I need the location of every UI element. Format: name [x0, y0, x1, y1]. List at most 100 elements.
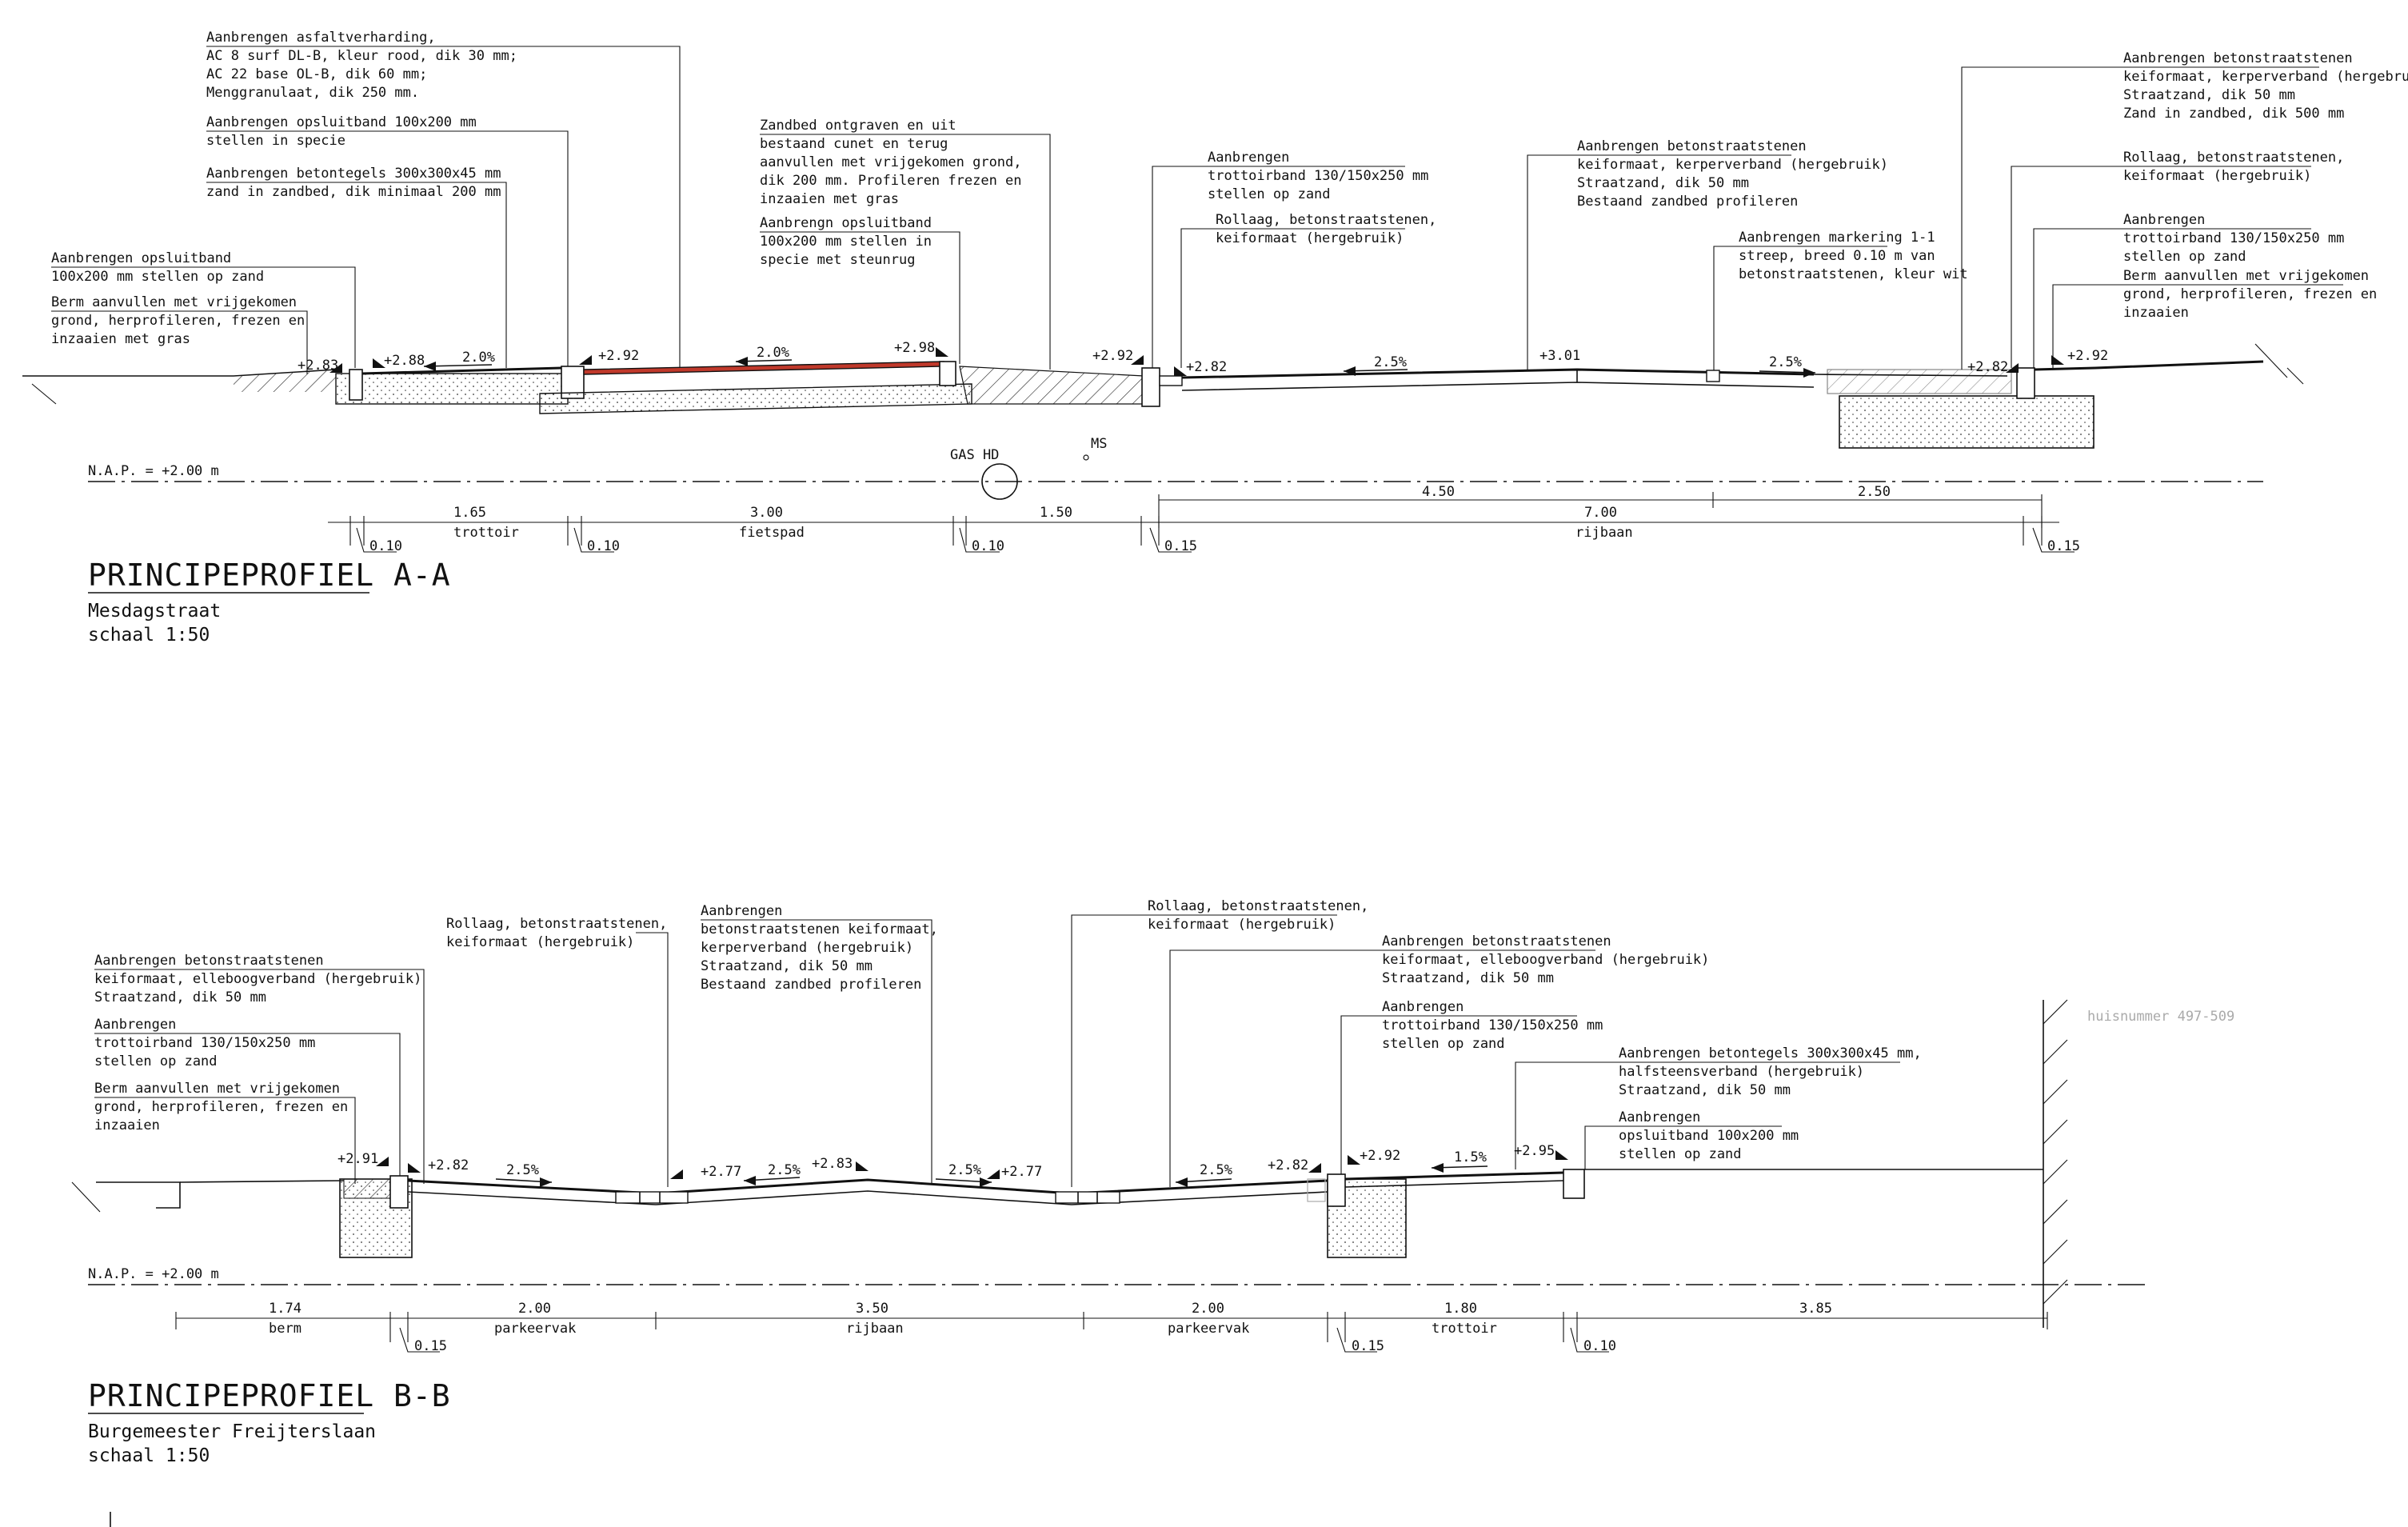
svg-text:trottoirband 130/150x250 mm: trottoirband 130/150x250 mm	[94, 1035, 315, 1051]
svg-text:Aanbrengen betontegels 300x300: Aanbrengen betontegels 300x300x45 mm	[206, 166, 501, 182]
svg-text:stellen op zand: stellen op zand	[1382, 1036, 1505, 1052]
svg-text:parkeervak: parkeervak	[1168, 1321, 1249, 1337]
cross-section-a	[22, 343, 2304, 449]
svg-text:3.85: 3.85	[1799, 1301, 1832, 1317]
svg-text:bestaand cunet en terug: bestaand cunet en terug	[760, 136, 948, 152]
svg-text:Berm aanvullen met vrijgekomen: Berm aanvullen met vrijgekomen	[2123, 268, 2369, 284]
svg-text:Aanbrengen betonstraatstenen: Aanbrengen betonstraatstenen	[2123, 50, 2353, 66]
annotation-trottoir1: Aanbrengen trottoirband 130/150x250 mm s…	[1152, 150, 1428, 368]
svg-text:+2.92: +2.92	[1360, 1148, 1400, 1164]
svg-text:2.5%: 2.5%	[1374, 354, 1407, 370]
svg-text:+2.77: +2.77	[701, 1164, 741, 1180]
profile-a: Aanbrengen asfaltverharding, AC 8 surf D…	[22, 30, 2408, 646]
svg-text:opsluitband 100x200 mm: opsluitband 100x200 mm	[1619, 1128, 1799, 1144]
svg-text:keiformaat, kerperverband (her: keiformaat, kerperverband (hergebruik)	[2123, 69, 2408, 85]
svg-text:+2.98: +2.98	[894, 340, 935, 356]
svg-text:halfsteensverband (hergebruik): halfsteensverband (hergebruik)	[1619, 1064, 1864, 1080]
annotation-b-trottoir1: Aanbrengen trottoirband 130/150x250 mm s…	[94, 1017, 401, 1180]
svg-text:trottoirband 130/150x250 mm: trottoirband 130/150x250 mm	[1208, 168, 1428, 184]
svg-text:trottoirband 130/150x250 mm: trottoirband 130/150x250 mm	[1382, 1017, 1603, 1033]
svg-text:keiformaat, elleboogverband (h: keiformaat, elleboogverband (hergebruik)	[94, 971, 421, 987]
svg-text:0.10: 0.10	[369, 538, 402, 554]
annotation-rollaag2: Rollaag, betonstraatstenen, keiformaat (…	[2011, 150, 2344, 368]
svg-text:Straatzand, dik 50 mm: Straatzand, dik 50 mm	[2123, 87, 2295, 103]
svg-text:Aanbrengen markering 1-1: Aanbrengen markering 1-1	[1739, 230, 1935, 246]
svg-text:Rollaag, betonstraatstenen,: Rollaag, betonstraatstenen,	[1148, 898, 1368, 914]
annotation-berm2: Berm aanvullen met vrijgekomen grond, he…	[2052, 268, 2377, 370]
svg-text:100x200 mm stellen op zand: 100x200 mm stellen op zand	[51, 269, 264, 285]
svg-text:keiformaat, elleboogverband (h: keiformaat, elleboogverband (hergebruik)	[1382, 952, 1709, 968]
svg-text:Straatzand, dik 50 mm: Straatzand, dik 50 mm	[1382, 970, 1554, 986]
title-block-a: PRINCIPEPROFIEL A-A Mesdagstraat schaal …	[88, 558, 451, 646]
svg-text:MS: MS	[1091, 436, 1107, 452]
annotation-trottoir2: Aanbrengen trottoirband 130/150x250 mm s…	[2033, 212, 2344, 368]
cross-section-b: huisnummer 497-509	[71, 999, 2234, 1328]
svg-text:Mesdagstraat: Mesdagstraat	[88, 601, 221, 622]
annotation-opsluit3: Aanbrengn opsluitband 100x200 mm stellen…	[760, 215, 960, 364]
svg-text:Aanbrengen: Aanbrengen	[2123, 212, 2205, 228]
svg-text:Aanbrengen: Aanbrengen	[701, 903, 782, 919]
svg-text:stellen op zand: stellen op zand	[2123, 249, 2246, 265]
annotation-b-kerper: Aanbrengen betonstraatstenen keiformaat,…	[701, 903, 938, 1184]
svg-text:7.00: 7.00	[1584, 505, 1617, 521]
svg-text:Bestaand zandbed profileren: Bestaand zandbed profileren	[1577, 194, 1798, 210]
dimensions-b: 1.74 berm 2.00 parkeervak 3.50 rijbaan 2…	[175, 1301, 2048, 1354]
annotation-b-tegels: Aanbrengen betontegels 300x300x45 mm, ha…	[1515, 1045, 1922, 1169]
svg-text:specie met steunrug: specie met steunrug	[760, 252, 915, 268]
svg-text:Zandbed ontgraven en uit: Zandbed ontgraven en uit	[760, 118, 956, 134]
svg-text:2.5%: 2.5%	[948, 1162, 981, 1178]
svg-text:2.5%: 2.5%	[768, 1162, 801, 1178]
annotation-b-trottoir2: Aanbrengen trottoirband 130/150x250 mm s…	[1340, 999, 1603, 1181]
svg-text:keiformaat (hergebruik): keiformaat (hergebruik)	[2123, 168, 2311, 184]
svg-text:2.0%: 2.0%	[757, 345, 789, 361]
levels-b: +2.91 +2.82 +2.77 +2.83 +2.77 +2.82 +2.9…	[337, 1143, 1568, 1180]
svg-text:inzaaien met gras: inzaaien met gras	[51, 331, 190, 347]
svg-text:betonstraatstenen, kleur wit: betonstraatstenen, kleur wit	[1739, 266, 1968, 282]
svg-text:100x200 mm stellen in: 100x200 mm stellen in	[760, 234, 932, 250]
annotation-berm: Berm aanvullen met vrijgekomen grond, he…	[51, 294, 308, 374]
svg-text:schaal 1:50: schaal 1:50	[88, 1445, 210, 1466]
svg-text:GAS HD: GAS HD	[950, 447, 999, 463]
annotation-rollaag1: Rollaag, betonstraatstenen, keiformaat (…	[1180, 212, 1436, 368]
svg-text:Aanbrengen betonstraatstenen: Aanbrengen betonstraatstenen	[1382, 933, 1611, 949]
levels-a: +2.83 +2.88 +2.92 +2.98 +2.92 +2.82 +3.0…	[298, 340, 2108, 376]
annotation-b-betonstraat2: Aanbrengen betonstraatstenen keiformaat,…	[1169, 933, 1709, 1187]
annotation-b-betonstraat1: Aanbrengen betonstraatstenen keiformaat,…	[94, 953, 425, 1184]
svg-text:Aanbrengen: Aanbrengen	[1382, 999, 1464, 1015]
svg-text:0.15: 0.15	[1352, 1338, 1384, 1354]
svg-text:2.50: 2.50	[1858, 484, 1891, 500]
svg-text:stellen op zand: stellen op zand	[1208, 186, 1331, 202]
annotation-b-rollaag1: Rollaag, betonstraatstenen, keiformaat (…	[446, 916, 669, 1187]
ms-cable-icon	[1083, 454, 1089, 461]
annotation-opsluit2: Aanbrengen opsluitband 100x200 mm stelle…	[51, 250, 356, 368]
svg-text:0.15: 0.15	[2047, 538, 2080, 554]
svg-text:Straatzand, dik 50 mm: Straatzand, dik 50 mm	[1577, 175, 1749, 191]
svg-text:fietspad: fietspad	[739, 525, 805, 541]
svg-text:trottoirband 130/150x250 mm: trottoirband 130/150x250 mm	[2123, 230, 2344, 246]
page-title: PRINCIPEPROFIEL B-B	[88, 1378, 451, 1413]
title-block-b: PRINCIPEPROFIEL B-B Burgemeester Freijte…	[88, 1378, 451, 1466]
svg-text:Aanbrengen betonstraatstenen: Aanbrengen betonstraatstenen	[94, 953, 324, 969]
svg-text:Rollaag, betonstraatstenen,: Rollaag, betonstraatstenen,	[446, 916, 667, 932]
svg-text:2.5%: 2.5%	[506, 1162, 539, 1178]
svg-text:2.5%: 2.5%	[1200, 1162, 1232, 1178]
annotation-opsluit1: Aanbrengen opsluitband 100x200 mm stelle…	[206, 114, 569, 368]
annotation-b-opsluit: Aanbrengen opsluitband 100x200 mm stelle…	[1584, 1109, 1799, 1169]
svg-text:Rollaag, betonstraatstenen,: Rollaag, betonstraatstenen,	[2123, 150, 2344, 166]
svg-text:Aanbrengn opsluitband: Aanbrengn opsluitband	[760, 215, 932, 231]
svg-text:1.80: 1.80	[1444, 1301, 1477, 1317]
svg-text:streep, breed 0.10 m van: streep, breed 0.10 m van	[1739, 248, 1935, 264]
svg-text:Berm aanvullen met vrijgekomen: Berm aanvullen met vrijgekomen	[94, 1081, 340, 1097]
svg-text:keiformaat (hergebruik): keiformaat (hergebruik)	[1216, 230, 1404, 246]
nap-a: N.A.P. = +2.00 m GAS HD MS	[88, 436, 2263, 500]
annotation-b-rollaag2: Rollaag, betonstraatstenen, keiformaat (…	[1071, 898, 1368, 1187]
svg-text:3.50: 3.50	[856, 1301, 889, 1317]
svg-text:4.50: 4.50	[1422, 484, 1455, 500]
svg-text:kerperverband (hergebruik): kerperverband (hergebruik)	[701, 940, 913, 956]
annotation-zandbed: Zandbed ontgraven en uit bestaand cunet …	[760, 118, 1051, 370]
annotation-asfalt: Aanbrengen asfaltverharding, AC 8 surf D…	[206, 30, 681, 368]
page-title: PRINCIPEPROFIEL A-A	[88, 558, 451, 593]
svg-text:parkeervak: parkeervak	[494, 1321, 576, 1337]
svg-text:N.A.P. = +2.00 m: N.A.P. = +2.00 m	[88, 1266, 219, 1282]
svg-text:grond, herprofileren, frezen e: grond, herprofileren, frezen en	[94, 1099, 348, 1115]
